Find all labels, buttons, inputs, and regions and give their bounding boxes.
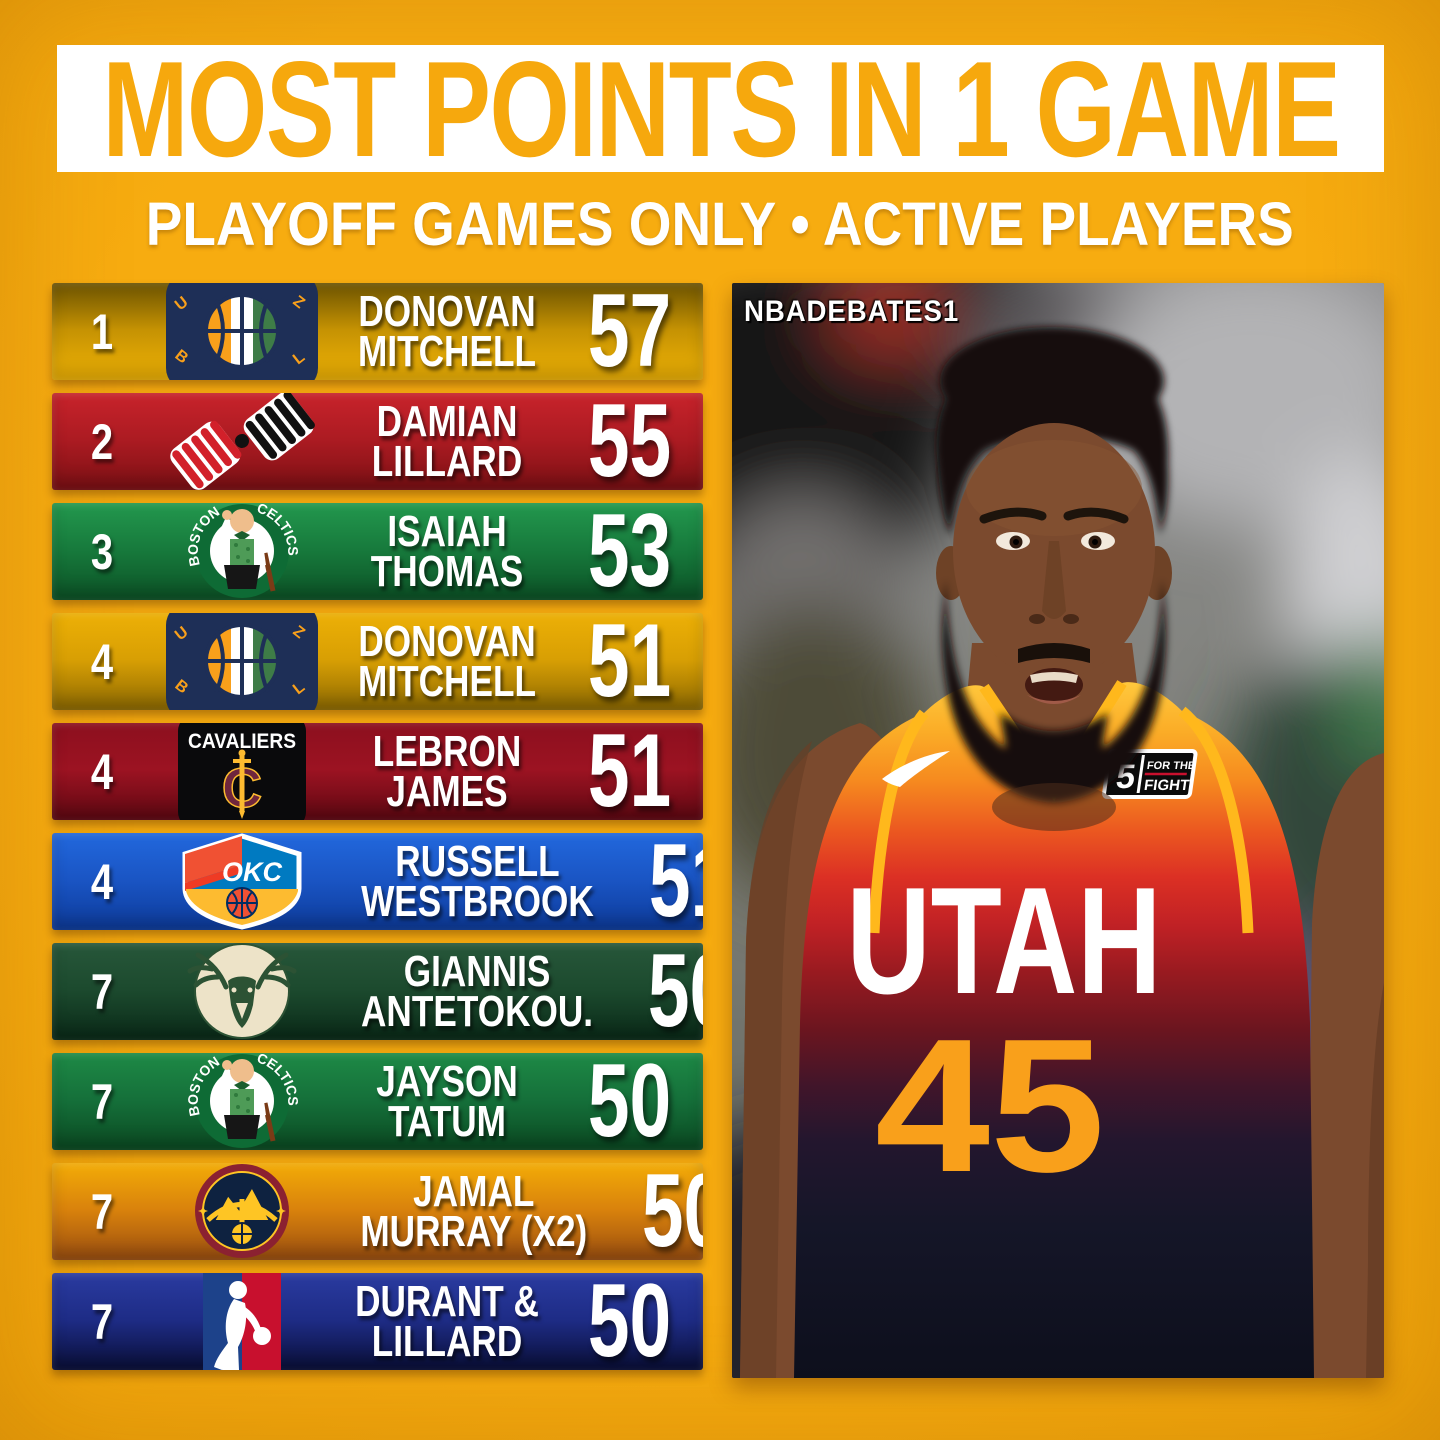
- player-name-line2: MITCHELL: [358, 326, 536, 376]
- trail-blazers-logo: [152, 393, 332, 490]
- player-name: JAMAL MURRAY (X2): [360, 1166, 588, 1256]
- celtics-logo: BOSTON CELTICS: [152, 1053, 332, 1150]
- player-name-line2: WESTBROOK: [361, 876, 594, 926]
- points-value: 51: [587, 723, 672, 820]
- nba-logo: [152, 1273, 332, 1370]
- patch-line2: FIGHT: [1143, 777, 1191, 794]
- points-value: 50: [587, 1273, 672, 1370]
- player-photo: 5 FOR THE FIGHT UTAH 45: [732, 283, 1384, 1378]
- player-name: RUSSELL WESTBROOK: [361, 836, 594, 926]
- rank-label: 7: [90, 1293, 114, 1350]
- player-name-line2: LILLARD: [371, 1316, 523, 1366]
- utah-jazz-logo: U Z B L: [152, 283, 332, 380]
- svg-text:OKC: OKC: [222, 857, 283, 887]
- player-name-line1: DONOVAN: [358, 286, 536, 336]
- points-value: 55: [587, 393, 672, 490]
- player-name: JAYSON TATUM: [355, 1056, 539, 1146]
- player-name: LEBRON JAMES: [355, 726, 539, 816]
- points-value: 50: [647, 943, 703, 1040]
- player-name-line2: THOMAS: [370, 546, 524, 596]
- player: 5 FOR THE FIGHT UTAH 45: [740, 327, 1384, 1378]
- player-name-line2: LILLARD: [371, 436, 523, 486]
- rank-label: 2: [90, 413, 114, 470]
- leaderboard-row: 7 DURANT & LILLARD 50: [52, 1273, 703, 1370]
- player-name: DONOVAN MITCHELL: [355, 616, 539, 706]
- leaderboard-row: 4 OKC RUSSELL WESTBROOK 51: [52, 833, 703, 930]
- player-name-line1: GIANNIS: [403, 946, 551, 996]
- player-name-line2: MITCHELL: [358, 656, 536, 706]
- player-name-line1: JAYSON: [376, 1056, 518, 1106]
- rank-label: 4: [90, 633, 114, 690]
- leaderboard-row: 4 CAVALIERS C LEBRON JAMES 51: [52, 723, 703, 820]
- points-value: 50: [641, 1163, 703, 1260]
- jersey-number: 45: [875, 1000, 1105, 1212]
- watermark: NBADEBATES1: [744, 295, 960, 328]
- rank-label: 7: [90, 1073, 114, 1130]
- player-name: DURANT & LILLARD: [355, 1276, 539, 1366]
- rank-label: 7: [90, 963, 114, 1020]
- leaderboard-row: 3 BOSTON CELTICS: [52, 503, 703, 600]
- jersey-team-text: UTAH: [847, 856, 1162, 1026]
- points-value: 53: [587, 503, 672, 600]
- jersey: [794, 682, 1314, 1378]
- leaderboard-row: 2: [52, 393, 703, 490]
- player-name-line1: DONOVAN: [358, 616, 536, 666]
- player-name-line2: ANTETOKOU.: [361, 986, 594, 1036]
- player-name: DAMIAN LILLARD: [355, 396, 539, 486]
- player-name-line2: JAMES: [386, 766, 508, 816]
- leaderboard: 1 U Z: [52, 283, 703, 1370]
- points-value: 50: [587, 1053, 672, 1150]
- utah-jazz-logo: U Z B L: [152, 613, 332, 710]
- leaderboard-row: 7 BOSTON CELTICS: [52, 1053, 703, 1150]
- celtics-logo: BOSTON CELTICS: [152, 503, 332, 600]
- leaderboard-row: 7 GIANNIS ANTETOKOU. 50: [52, 943, 703, 1040]
- player-name: ISAIAH THOMAS: [355, 506, 539, 596]
- player-beard: [942, 579, 1166, 803]
- title-banner: MOST POINTS IN 1 GAME: [57, 33, 1384, 185]
- page-subtitle: PLAYOFF GAMES ONLY • ACTIVE PLAYERS: [146, 190, 1294, 258]
- svg-text:CAVALIERS: CAVALIERS: [188, 730, 296, 753]
- bucks-logo: [152, 943, 332, 1040]
- leaderboard-row: 1 U Z: [52, 283, 703, 380]
- player-name-line2: TATUM: [388, 1096, 506, 1146]
- rank-label: 1: [90, 303, 114, 360]
- points-value: 57: [587, 283, 672, 380]
- player-name-line1: DAMIAN: [376, 396, 518, 446]
- player-name-line1: JAMAL: [413, 1166, 535, 1216]
- player-name-line1: LEBRON: [372, 726, 522, 776]
- cavaliers-logo: CAVALIERS C: [152, 723, 332, 820]
- nuggets-logo: [152, 1163, 332, 1260]
- leaderboard-row: 7 JAMAL MURRAY (X2): [52, 1163, 703, 1260]
- nike-swoosh-icon: [882, 751, 950, 787]
- points-value: 51: [587, 613, 672, 710]
- player-name-line1: DURANT &: [355, 1276, 539, 1326]
- rank-label: 4: [90, 853, 114, 910]
- rank-label: 7: [90, 1183, 114, 1240]
- player-name: DONOVAN MITCHELL: [355, 286, 539, 376]
- thunder-logo: OKC: [152, 833, 332, 930]
- rank-label: 4: [90, 743, 114, 800]
- points-value: 51: [648, 833, 703, 930]
- player-left-arm: [1307, 753, 1384, 1378]
- player-name-line1: ISAIAH: [387, 506, 507, 556]
- leaderboard-row: 4 U Z: [52, 613, 703, 710]
- player-head: [936, 327, 1172, 831]
- rank-label: 3: [90, 523, 114, 580]
- player-name-line1: RUSSELL: [395, 836, 560, 886]
- player-name-line2: MURRAY (X2): [360, 1206, 588, 1256]
- patch-line1: FOR THE: [1146, 760, 1196, 772]
- player-name: GIANNIS ANTETOKOU.: [361, 946, 594, 1036]
- player-photo-scene: 5 FOR THE FIGHT UTAH 45: [732, 283, 1384, 1378]
- page-title: MOST POINTS IN 1 GAME: [101, 32, 1341, 185]
